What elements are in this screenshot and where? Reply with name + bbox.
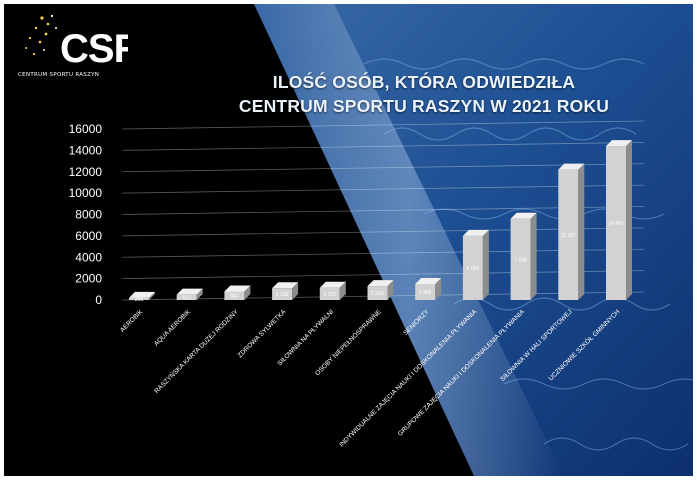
y-tick-label: 4000 — [75, 250, 102, 264]
chart-title-line-2: CENTRUM SPORTU RASZYN W 2021 ROKU — [238, 96, 610, 116]
bar — [319, 281, 346, 300]
y-axis: 0 2000 4000 6000 8000 10000 12000 14000 16000 — [69, 122, 103, 307]
data-label: 7 638 — [514, 257, 527, 263]
bar — [415, 277, 442, 300]
slide: CSR CENTRUM SPORTU RASZYN ILOŚĆ OSÓB, KT… — [4, 4, 693, 476]
gridline — [121, 227, 645, 237]
gridline — [121, 270, 645, 280]
gridline — [121, 248, 645, 258]
data-label: 200 — [135, 297, 144, 303]
y-tick-label: 2000 — [75, 272, 102, 286]
y-tick-label: 14000 — [69, 143, 103, 157]
data-label: 512 — [183, 295, 192, 301]
x-tick-label: SIŁOWNIA NA PŁYWALNI — [276, 308, 335, 367]
y-tick-label: 8000 — [75, 208, 102, 222]
bar-chart: 0 2000 4000 6000 8000 10000 12000 14000 16000 20… — [69, 120, 645, 449]
bars: 200 512 843 1 120 1 170 1 324 1 488 6 059 7 638 1… — [129, 140, 632, 303]
logo-caption: CENTRUM SPORTU RASZYN — [18, 72, 100, 78]
gridline — [121, 120, 645, 130]
data-label: 1 120 — [276, 292, 289, 298]
y-tick-label: 16000 — [69, 122, 103, 136]
bar — [272, 282, 299, 300]
y-tick-label: 6000 — [75, 229, 102, 243]
x-tick-label: UCZNIOWIE SZKÓŁ GMINNYCH — [546, 307, 622, 383]
data-label: 1 170 — [324, 292, 337, 298]
y-tick-label: 10000 — [69, 186, 103, 200]
bar — [462, 229, 489, 300]
bar — [606, 140, 632, 300]
data-label: 1 488 — [419, 290, 432, 296]
x-tick-label: RASZYŃSKA KARTA DUŻEJ RODZINY — [152, 307, 240, 395]
gridline — [121, 206, 645, 215]
gridline — [121, 184, 645, 194]
x-tick-label: AQUA AEROBIK — [153, 308, 193, 348]
bar — [129, 291, 155, 300]
chart-title-line-1: ILOŚĆ OSÓB, KTÓRA ODWIEDZIŁA — [272, 72, 576, 92]
data-label: 1 324 — [371, 291, 384, 297]
y-tick-label: 0 — [95, 293, 102, 307]
x-tick-label: AEROBIK — [119, 308, 145, 334]
gridlines — [121, 120, 645, 301]
data-label: 843 — [230, 294, 239, 300]
bar — [510, 212, 537, 300]
x-tick-label: SENIORZY — [402, 308, 431, 337]
y-tick-label: 12000 — [69, 165, 103, 179]
data-label: 12 187 — [561, 233, 577, 239]
bar — [367, 280, 394, 300]
bar — [176, 288, 203, 300]
gridline — [121, 163, 645, 173]
data-label: 6 059 — [467, 266, 480, 272]
bar — [558, 163, 585, 300]
gridline — [121, 141, 645, 151]
bar — [224, 285, 251, 300]
x-tick-label: ZDROWA SYLWETKA — [237, 308, 288, 359]
data-label: 14 400 — [608, 221, 624, 227]
